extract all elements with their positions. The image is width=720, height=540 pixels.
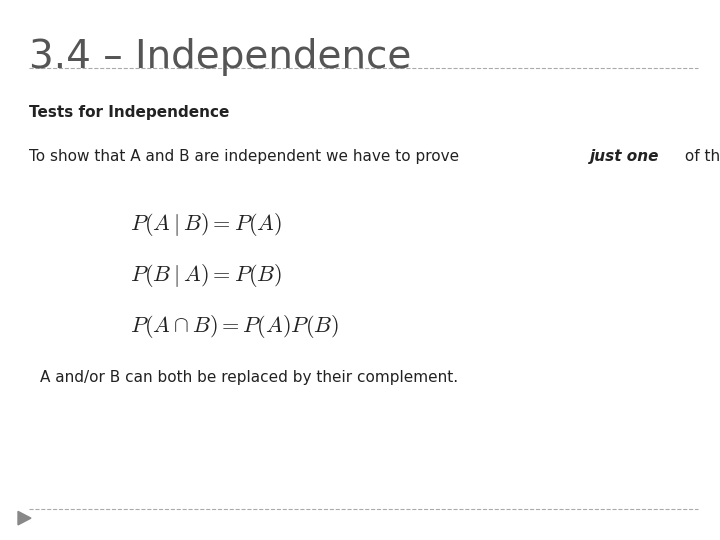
- Text: A and/or B can both be replaced by their complement.: A and/or B can both be replaced by their…: [40, 370, 458, 385]
- Text: just one: just one: [590, 148, 660, 164]
- Text: 3.4 – Independence: 3.4 – Independence: [29, 38, 411, 76]
- Text: To show that A and B are independent we have to prove: To show that A and B are independent we …: [29, 148, 464, 164]
- Polygon shape: [18, 511, 31, 525]
- Text: $P(B\mid A) = P(B)$: $P(B\mid A) = P(B)$: [130, 262, 282, 289]
- Text: of the following:: of the following:: [680, 148, 720, 164]
- Text: $P(A\cap B) = P(A)P(B)$: $P(A\cap B) = P(A)P(B)$: [130, 313, 338, 340]
- Text: Tests for Independence: Tests for Independence: [29, 105, 229, 120]
- Text: $P(A\mid B) = P(A)$: $P(A\mid B) = P(A)$: [130, 211, 282, 238]
